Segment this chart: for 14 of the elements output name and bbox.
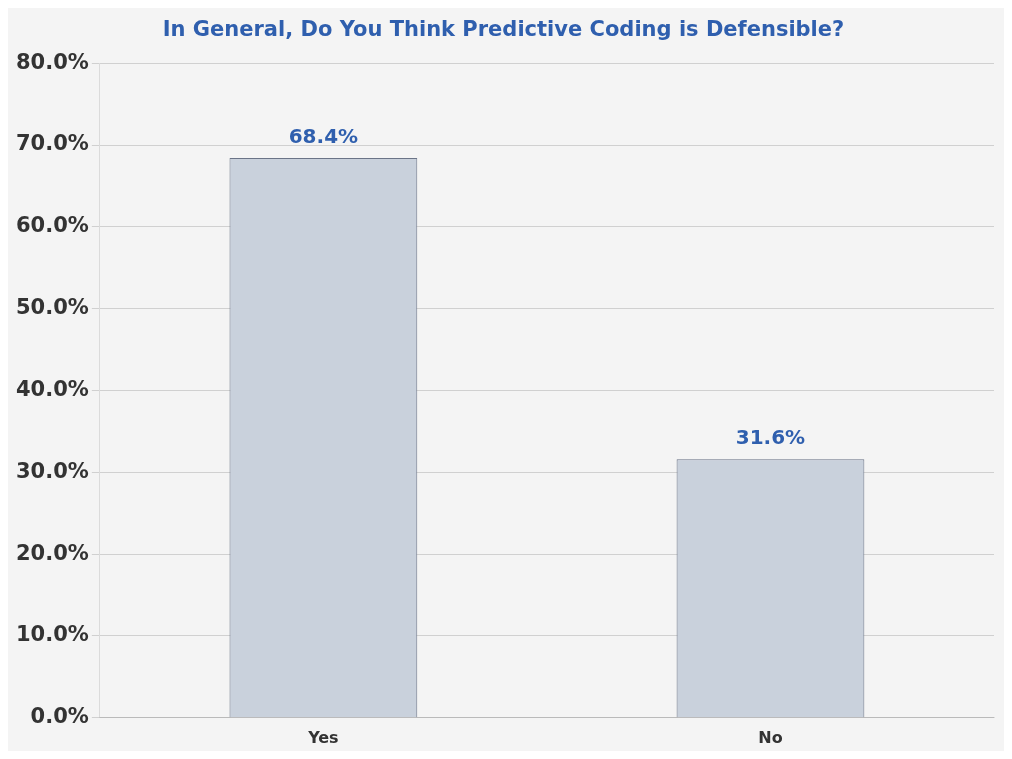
y-tick-label: 30.0%: [15, 458, 89, 483]
data-label: 31.6%: [735, 425, 806, 450]
y-tick-label: 70.0%: [15, 131, 89, 156]
x-tick-label: Yes: [307, 727, 339, 747]
y-tick-label: 50.0%: [15, 295, 89, 320]
y-tick-label: 60.0%: [15, 213, 89, 238]
y-tick-label: 10.0%: [15, 622, 89, 647]
y-tick-label: 0.0%: [30, 704, 89, 729]
data-label: 68.4%: [288, 124, 359, 149]
y-tick-label: 80.0%: [15, 49, 89, 74]
y-tick-label: 40.0%: [15, 376, 89, 401]
y-tick-label: 20.0%: [15, 540, 89, 565]
x-tick-label: No: [758, 727, 783, 747]
chart-title: In General, Do You Think Predictive Coding is Defensible?: [162, 17, 845, 42]
